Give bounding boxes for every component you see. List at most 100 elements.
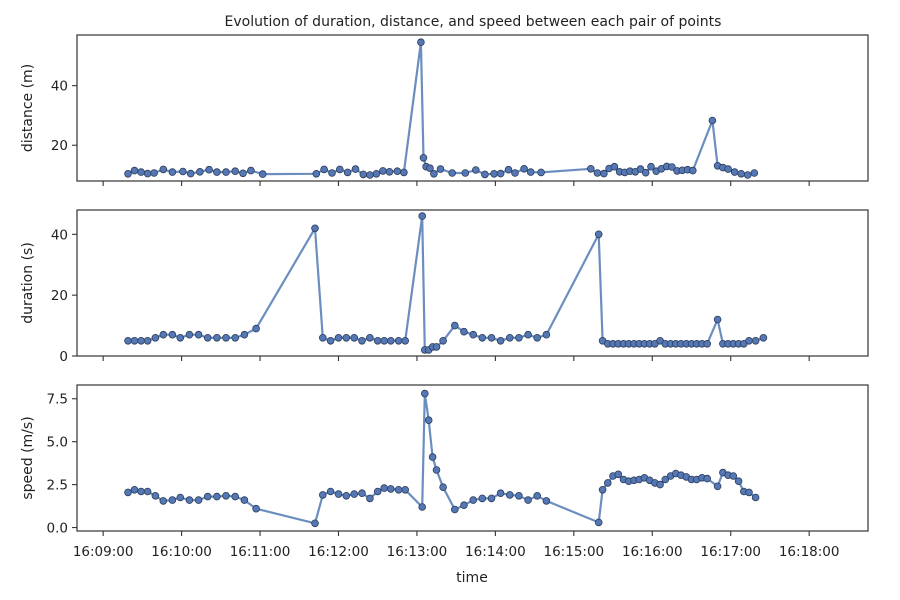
distance-point [231,167,240,176]
speed-point [594,518,603,527]
duration-point [505,333,514,342]
duration-point [358,336,366,345]
speed-point [478,494,487,503]
duration-point [373,336,382,345]
speed-point [745,488,753,497]
speed-point [137,487,145,496]
duration-point [386,336,395,345]
duration-axes-frame [76,209,869,357]
distance-point [636,165,645,173]
duration-point [703,339,711,348]
speed-ytick-label: 0.0 [47,521,68,537]
distance-point [436,165,445,173]
speed-point [176,493,185,502]
distance-point [179,167,187,176]
duration-point [203,333,212,342]
duration-ytick-label: 0 [59,349,68,365]
duration-point [469,330,478,339]
distance-point [393,167,402,176]
speed-point [231,492,240,501]
speed-yticks: 0.0 2.5 5.0 7.5 [47,392,77,537]
distance-point [586,165,595,173]
distance-xticks [102,181,810,186]
speed-point [151,491,160,500]
speed-point [350,490,359,498]
speed-point [334,490,343,498]
distance-point [647,162,655,171]
distance-point [222,168,230,176]
duration-point [496,336,505,345]
distance-point [417,38,425,46]
speed-point [450,505,459,514]
x-tick-label: 16:17:00 [700,544,761,560]
speed-point [703,474,711,483]
distance-point [343,168,352,177]
speed-point [515,491,523,500]
distance-point [520,165,528,173]
duration-point [478,333,487,342]
duration-yticks: 0 20 40 [51,227,77,365]
speed-ytick-label: 2.5 [47,478,68,494]
speed-point [734,477,743,486]
speed-point [311,519,319,528]
distance-point [504,165,513,174]
speed-point [505,491,514,499]
speed-point [424,416,433,425]
speed-series [124,389,760,528]
speed-point [401,485,410,494]
duration-point [401,336,410,345]
distance-point [328,169,336,177]
distance-ytick-label: 20 [51,138,68,154]
speed-line [127,392,757,525]
distance-point [430,170,438,178]
duration-point [394,336,403,345]
duration-series [124,212,768,354]
speed-point [143,487,152,496]
distance-point [400,168,408,177]
duration-point [759,333,768,342]
distance-point [537,168,545,177]
distance-point [137,168,145,176]
duration-point [751,336,760,345]
duration-point [176,333,185,342]
distance-point [730,168,739,176]
duration-point [311,224,319,233]
x-tick-label: 16:15:00 [544,544,605,560]
speed-point [342,491,351,500]
distance-ylabel: distance (m) [20,64,36,152]
speed-point [598,485,607,494]
speed-point [373,487,382,496]
speed-ytick-label: 7.5 [47,392,68,408]
duration-point [240,330,249,339]
distance-point [724,165,732,173]
distance-point [196,168,204,176]
speed-point [713,482,722,491]
x-axis-label: time [456,570,488,586]
duration-ylabel: duration (s) [20,242,36,324]
distance-axes-frame [76,34,869,182]
x-tick-label: 16:14:00 [465,544,526,560]
distance-line [127,41,755,177]
speed-point [614,470,623,479]
duration-point [137,336,145,345]
speed-ylabel: speed (m/s) [20,416,36,499]
speed-point [432,466,441,474]
distance-series [124,38,759,179]
speed-point [428,453,437,461]
speed-axes-frame [76,384,869,532]
speed-point [194,496,203,504]
speed-point [469,496,478,504]
speed-point [751,493,760,502]
distance-point [124,170,132,178]
duration-point [533,333,541,342]
distance-point [461,169,470,177]
duration-point [713,315,722,324]
distance-point [426,164,434,173]
speed-point [203,492,212,501]
x-tick-label: 16:11:00 [230,544,291,560]
speed-point [439,483,447,492]
duration-point [594,230,603,239]
speed-point [318,491,327,499]
